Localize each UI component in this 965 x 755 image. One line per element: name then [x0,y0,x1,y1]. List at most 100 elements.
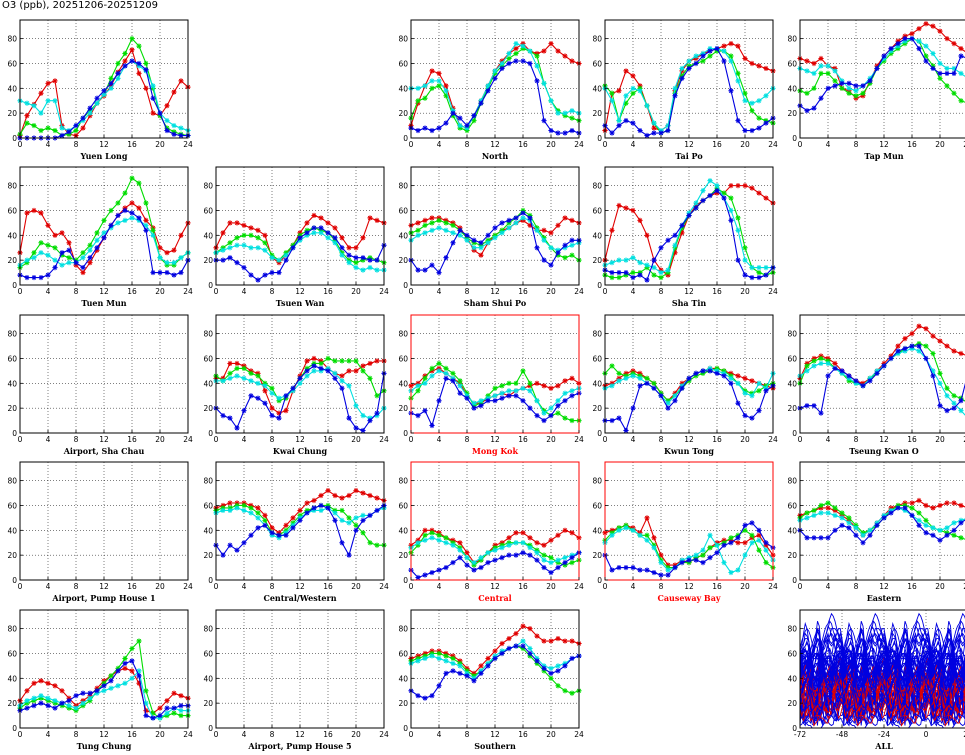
x-tick-label: 8 [854,435,859,444]
x-tick-label: 4 [631,582,636,591]
x-tick-label: 20 [351,287,361,296]
y-tick-label: 20 [592,256,602,265]
x-tick-label: 8 [74,582,79,591]
y-tick-label: 40 [787,526,797,535]
y-tick-label: 20 [7,551,17,560]
y-tick-label: 0 [12,134,17,143]
x-tick-label: 24 [574,730,584,739]
all-series-line [799,645,965,695]
y-tick-label: 20 [398,109,408,118]
y-tick-label: 60 [7,206,17,215]
y-tick-label: 0 [208,281,213,290]
series-line-blue [20,60,188,139]
y-tick-label: 60 [203,501,213,510]
x-tick-label: 16 [907,435,917,444]
x-tick-label: 16 [712,287,722,296]
station-title: ALL [874,741,893,751]
y-tick-label: 20 [787,699,797,708]
x-tick-label: 4 [242,287,247,296]
series-markers-blue [408,58,582,136]
x-tick-label: 8 [465,435,470,444]
all-series-line [799,640,965,720]
y-tick-label: 40 [398,84,408,93]
station-panel: 0 4 8 12 16 20 24 0 20 40 60 80 Sha Tin [592,166,778,308]
x-tick-label: 24 [183,287,193,296]
x-tick-label: 0 [214,287,219,296]
y-tick-label: 40 [203,674,213,683]
y-tick-label: 40 [398,526,408,535]
x-tick-label: 16 [323,435,333,444]
x-tick-label: 0 [603,435,608,444]
y-tick-label: 40 [592,526,602,535]
x-tick-label: 20 [351,730,361,739]
x-tick-label: 12 [99,730,109,739]
y-tick-label: 20 [787,109,797,118]
x-tick-label: 24 [768,140,778,149]
x-tick-label: 16 [323,287,333,296]
x-tick-label: 12 [99,140,109,149]
y-tick-label: 60 [398,649,408,658]
station-panel: 0 4 8 12 16 20 24 0 20 40 60 80 Airport, Pump House … [203,609,389,751]
y-tick-label: 80 [592,477,602,486]
y-tick-label: 20 [7,699,17,708]
series-line-cyan [19,217,189,266]
x-tick-label: 4 [826,582,831,591]
x-tick-label: 24 [183,435,193,444]
all-series-line [799,684,965,712]
x-tick-label: 16 [712,140,722,149]
y-tick-label: 80 [787,330,797,339]
series-markers-blue [213,225,387,283]
y-tick-label: 20 [203,404,213,413]
panel-frame [19,166,189,286]
series-line-cyan [604,367,774,404]
x-tick-label: 0 [18,140,23,149]
x-tick-label: 24 [574,287,584,296]
station-title: Kwun Tong [664,446,714,456]
station-title: Tap Mun [864,151,903,161]
x-tick-label: -72 [794,730,806,739]
x-tick-label: 20 [740,582,750,591]
x-tick-label: -48 [836,730,848,739]
x-tick-label: 0 [409,287,414,296]
x-tick-label: 16 [127,435,137,444]
station-panel: 0 4 8 12 16 20 24 0 20 40 60 80 Central/Western [203,461,389,603]
station-panel: 0 4 8 12 16 20 24 0 20 40 60 80 Tap Mun [787,19,965,161]
station-panel: 0 4 8 12 16 20 24 0 20 40 60 80 Kwai Chung [203,314,389,456]
x-tick-label: 0 [798,435,803,444]
y-tick-label: 60 [398,501,408,510]
x-tick-label: 24 [574,140,584,149]
x-tick-label: 12 [490,287,500,296]
station-panel: 0 4 8 12 16 20 24 0 20 40 60 80 Central [398,461,584,603]
x-tick-label: 8 [659,287,664,296]
y-tick-label: 0 [597,429,602,438]
series-markers-green [17,175,191,271]
x-tick-label: 4 [437,730,442,739]
station-panel: 0 4 8 12 16 20 24 0 20 40 60 80 Airport, Pump House … [7,461,193,603]
y-tick-label: 60 [592,59,602,68]
y-tick-label: 40 [592,231,602,240]
x-tick-label: 24 [379,287,389,296]
x-tick-label: 4 [46,582,51,591]
y-tick-label: 20 [7,109,17,118]
y-tick-label: 0 [403,134,408,143]
station-title: Southern [474,741,516,751]
x-tick-label: 16 [518,287,528,296]
x-tick-label: 20 [546,287,556,296]
station-title: Mong Kok [472,446,519,456]
y-tick-label: 80 [787,35,797,44]
y-tick-label: 0 [12,724,17,733]
y-tick-label: 40 [203,526,213,535]
x-tick-label: 0 [603,140,608,149]
x-tick-label: 4 [437,287,442,296]
x-tick-label: 8 [659,582,664,591]
x-tick-label: 16 [127,140,137,149]
station-panel: 0 4 8 12 16 20 24 0 20 40 60 80 North [398,19,584,161]
y-tick-label: 40 [7,84,17,93]
y-tick-label: 40 [592,84,602,93]
y-tick-label: 40 [787,84,797,93]
y-tick-label: 0 [403,429,408,438]
panel-frame [604,166,774,286]
y-tick-label: 80 [398,35,408,44]
x-tick-label: 0 [798,582,803,591]
y-tick-label: 60 [398,354,408,363]
